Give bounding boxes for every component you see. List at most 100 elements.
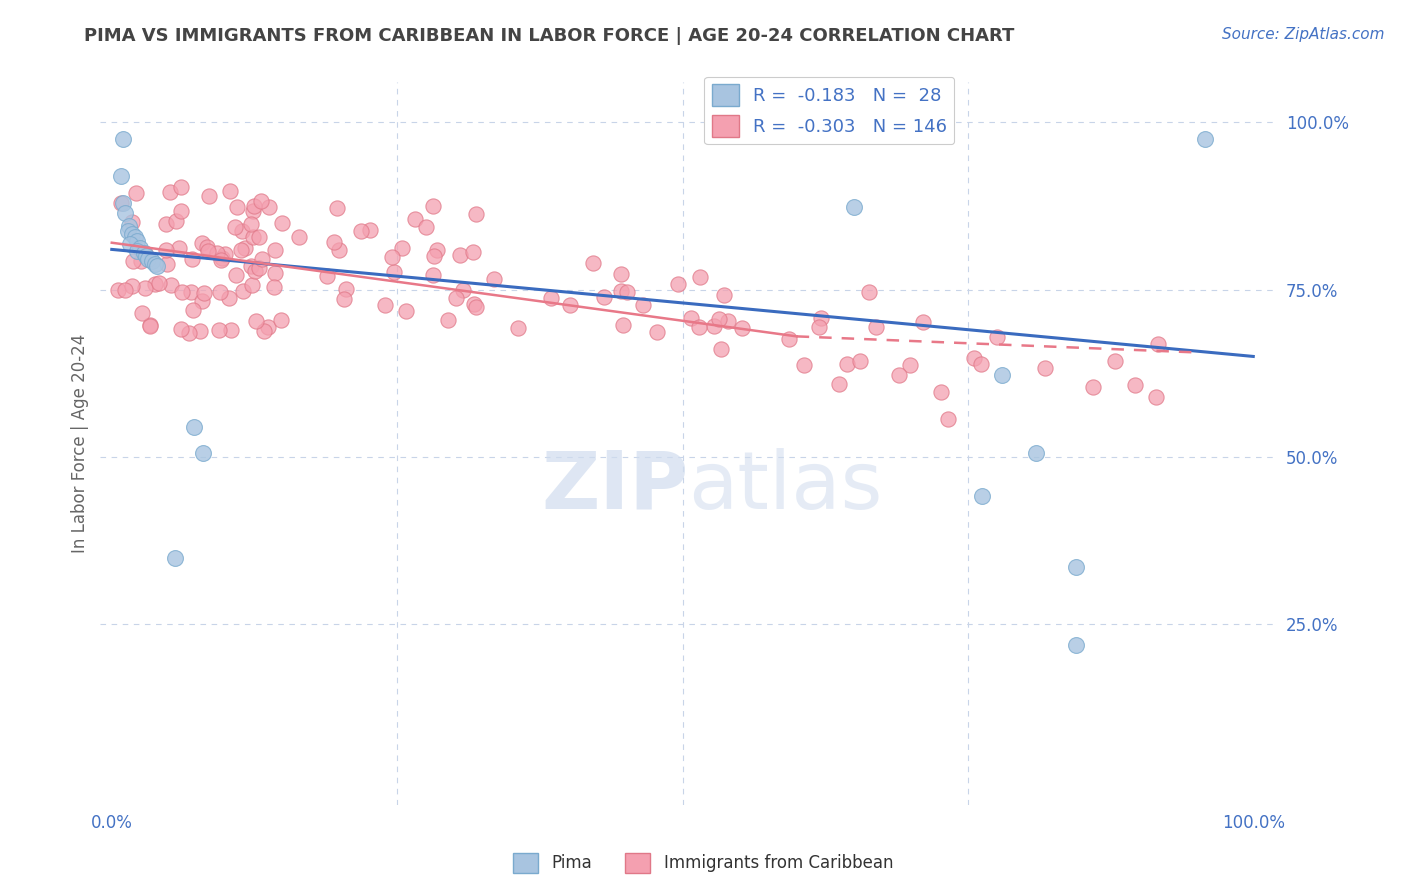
- Point: [195, 240, 218, 254]
- Point: [139, 319, 162, 334]
- Point: [172, 285, 194, 300]
- Point: [828, 377, 851, 392]
- Point: [129, 241, 152, 255]
- Point: [540, 291, 562, 305]
- Point: [315, 269, 337, 284]
- Point: [422, 268, 444, 283]
- Point: [359, 223, 381, 237]
- Point: [322, 235, 344, 249]
- Point: [264, 266, 287, 280]
- Point: [183, 419, 205, 434]
- Point: [865, 319, 887, 334]
- Point: [136, 252, 159, 267]
- Point: [125, 244, 148, 258]
- Point: [245, 314, 267, 328]
- Y-axis label: In Labor Force | Age 20-24: In Labor Force | Age 20-24: [72, 334, 89, 553]
- Point: [482, 271, 505, 285]
- Point: [134, 281, 156, 295]
- Point: [122, 254, 145, 268]
- Point: [609, 267, 631, 281]
- Point: [912, 315, 935, 329]
- Point: [143, 277, 166, 291]
- Point: [233, 242, 256, 256]
- Point: [681, 310, 703, 325]
- Point: [328, 243, 350, 257]
- Point: [382, 265, 405, 279]
- Point: [404, 212, 426, 227]
- Point: [374, 298, 396, 312]
- Point: [1081, 380, 1104, 394]
- Point: [970, 489, 993, 503]
- Point: [257, 319, 280, 334]
- Point: [170, 179, 193, 194]
- Point: [114, 205, 136, 219]
- Point: [191, 446, 214, 460]
- Point: [612, 318, 634, 332]
- Point: [716, 314, 738, 328]
- Point: [703, 319, 725, 334]
- Point: [778, 332, 800, 346]
- Point: [124, 230, 146, 244]
- Point: [1104, 353, 1126, 368]
- Point: [132, 246, 155, 260]
- Point: [1033, 361, 1056, 376]
- Point: [148, 276, 170, 290]
- Point: [391, 241, 413, 255]
- Point: [707, 311, 730, 326]
- Point: [426, 243, 449, 257]
- Point: [858, 285, 880, 299]
- Point: [247, 260, 270, 275]
- Point: [169, 241, 191, 255]
- Point: [253, 324, 276, 338]
- Point: [616, 285, 638, 299]
- Point: [209, 252, 232, 267]
- Point: [242, 203, 264, 218]
- Point: [125, 186, 148, 200]
- Point: [270, 216, 292, 230]
- Point: [208, 323, 231, 337]
- Point: [463, 296, 485, 310]
- Point: [163, 551, 186, 566]
- Point: [506, 321, 529, 335]
- Point: [270, 313, 292, 327]
- Point: [250, 252, 273, 266]
- Point: [242, 230, 264, 244]
- Point: [211, 251, 233, 265]
- Point: [465, 207, 488, 221]
- Point: [247, 230, 270, 244]
- Point: [180, 285, 202, 299]
- Point: [991, 368, 1014, 383]
- Point: [889, 368, 911, 382]
- Point: [609, 285, 631, 299]
- Point: [170, 322, 193, 336]
- Point: [423, 249, 446, 263]
- Point: [118, 237, 141, 252]
- Point: [232, 285, 254, 299]
- Point: [219, 324, 242, 338]
- Point: [146, 259, 169, 273]
- Point: [688, 320, 710, 334]
- Point: [898, 358, 921, 372]
- Point: [198, 188, 221, 202]
- Point: [118, 219, 141, 233]
- Point: [437, 312, 460, 326]
- Point: [129, 253, 152, 268]
- Point: [239, 260, 262, 274]
- Point: [110, 169, 132, 183]
- Point: [218, 291, 240, 305]
- Point: [155, 243, 177, 257]
- Point: [107, 283, 129, 297]
- Point: [226, 200, 249, 214]
- Point: [263, 279, 285, 293]
- Point: [963, 351, 986, 365]
- Point: [986, 330, 1008, 344]
- Point: [415, 219, 437, 234]
- Point: [243, 264, 266, 278]
- Point: [214, 247, 236, 261]
- Point: [165, 214, 187, 228]
- Point: [461, 245, 484, 260]
- Point: [731, 321, 754, 335]
- Point: [1125, 377, 1147, 392]
- Text: atlas: atlas: [688, 448, 883, 525]
- Point: [188, 324, 211, 338]
